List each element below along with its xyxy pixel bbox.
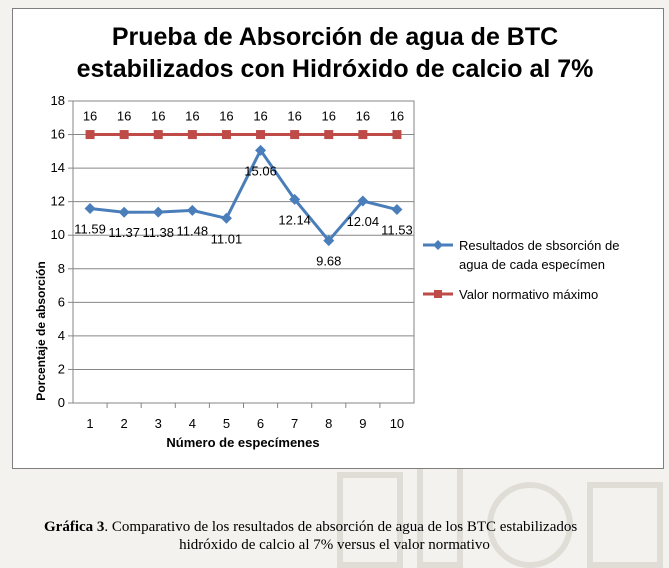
- legend-diamond-marker: [433, 240, 443, 250]
- results-point: [323, 235, 335, 247]
- y-tick-label: 12: [51, 194, 65, 209]
- x-tick-label: 8: [325, 416, 332, 431]
- caption-line2: hidróxido de calcio al 7% versus el valo…: [179, 537, 490, 553]
- results-point: [118, 206, 130, 218]
- normative-data-label: 16: [390, 109, 404, 124]
- normative-data-label: 16: [356, 109, 370, 124]
- figure-caption: Gráfica 3. Comparativo de los resultados…: [0, 518, 669, 554]
- data-labels: 16 16 16 16 16 16 16 16 16 16 11.59 11.37 11.38 11.48…: [74, 109, 412, 269]
- results-data-label: 12.14: [278, 212, 311, 227]
- x-tick-label: 6: [257, 416, 264, 431]
- results-data-label: 11.53: [381, 223, 413, 238]
- results-point: [152, 206, 164, 218]
- y-tick-label: 2: [58, 361, 65, 376]
- normative-point: [221, 130, 231, 140]
- y-tick-label: 14: [51, 160, 65, 175]
- normative-data-label: 16: [322, 109, 336, 124]
- caption-text-line1: . Comparativo de los resultados de absor…: [104, 519, 578, 535]
- legend: Resultados de sbsorción de agua de cada …: [423, 238, 619, 302]
- caption-line1: Gráfica 3. Comparativo de los resultados…: [0, 518, 669, 536]
- legend-label-results-line1: Resultados de sbsorción de: [459, 238, 619, 253]
- results-point: [186, 204, 198, 216]
- normative-point: [392, 130, 402, 140]
- results-data-label: 9.68: [316, 254, 341, 269]
- chart-title-line2: estabilizados con Hidróxido de calcio al…: [77, 55, 594, 83]
- y-tick-label: 18: [51, 93, 65, 108]
- results-data-label: 11.48: [177, 223, 209, 238]
- x-tick-label: 4: [189, 416, 196, 431]
- results-data-label: 11.01: [211, 231, 243, 246]
- legend-label-normative: Valor normativo máximo: [459, 287, 598, 302]
- x-tick-labels: 1 2 3 4 5 6 7 8 9 10: [86, 416, 404, 431]
- plot-area: [72, 100, 415, 404]
- x-axis-title: Número de especímenes: [166, 435, 319, 450]
- normative-data-label: 16: [83, 109, 97, 124]
- results-point: [220, 212, 232, 224]
- results-data-label: 15.06: [244, 163, 277, 178]
- normative-data-label: 16: [253, 109, 267, 124]
- line-chart: Prueba de Absorción de agua de BTC estab…: [34, 23, 619, 450]
- legend-item-results: Resultados de sbsorción de agua de cada …: [423, 238, 619, 272]
- x-tick-label: 1: [86, 416, 93, 431]
- series-line-results: [89, 147, 398, 243]
- normative-point: [256, 130, 266, 140]
- normative-data-label: 16: [219, 109, 233, 124]
- normative-data-label: 16: [185, 109, 199, 124]
- x-tick-label: 5: [223, 416, 230, 431]
- y-tick-label: 0: [58, 395, 65, 410]
- normative-data-label: 16: [287, 109, 301, 124]
- y-tick-label: 10: [51, 227, 65, 242]
- x-tick-label: 3: [155, 416, 162, 431]
- results-point: [84, 203, 96, 215]
- x-tick-label: 2: [121, 416, 128, 431]
- y-tick-label: 4: [58, 328, 65, 343]
- normative-point: [324, 130, 334, 140]
- y-tick-label: 8: [58, 261, 65, 276]
- results-data-label: 11.59: [74, 222, 106, 237]
- normative-point: [358, 130, 368, 140]
- normative-point: [85, 130, 95, 140]
- legend-label-results-line2: agua de cada especímen: [459, 257, 605, 272]
- results-point: [357, 195, 369, 207]
- legend-square-marker: [434, 290, 442, 298]
- x-tick-label: 7: [291, 416, 298, 431]
- chart-title-line1: Prueba de Absorción de agua de BTC: [112, 23, 558, 51]
- chart-container: Prueba de Absorción de agua de BTC estab…: [12, 8, 664, 469]
- normative-point: [290, 130, 300, 140]
- x-tick-label: 9: [359, 416, 366, 431]
- normative-point: [119, 130, 129, 140]
- normative-point: [153, 130, 163, 140]
- normative-point: [187, 130, 197, 140]
- y-axis-title: Porcentaje de absorción: [34, 261, 48, 400]
- y-tick-labels: 0 2 4 6 8 10 12 14 16 18: [51, 93, 65, 410]
- y-tick-label: 6: [58, 294, 65, 309]
- normative-data-label: 16: [117, 109, 131, 124]
- x-tick-label: 10: [390, 416, 404, 431]
- series-lines: [84, 130, 403, 247]
- legend-item-normative: Valor normativo máximo: [423, 287, 598, 302]
- results-data-label: 11.38: [142, 225, 174, 240]
- results-data-label: 12.04: [347, 214, 380, 229]
- caption-prefix: Gráfica 3: [44, 519, 105, 535]
- normative-data-label: 16: [151, 109, 165, 124]
- results-data-label: 11.37: [108, 225, 140, 240]
- results-point: [391, 204, 403, 216]
- results-point: [289, 193, 301, 205]
- y-tick-label: 16: [51, 127, 65, 142]
